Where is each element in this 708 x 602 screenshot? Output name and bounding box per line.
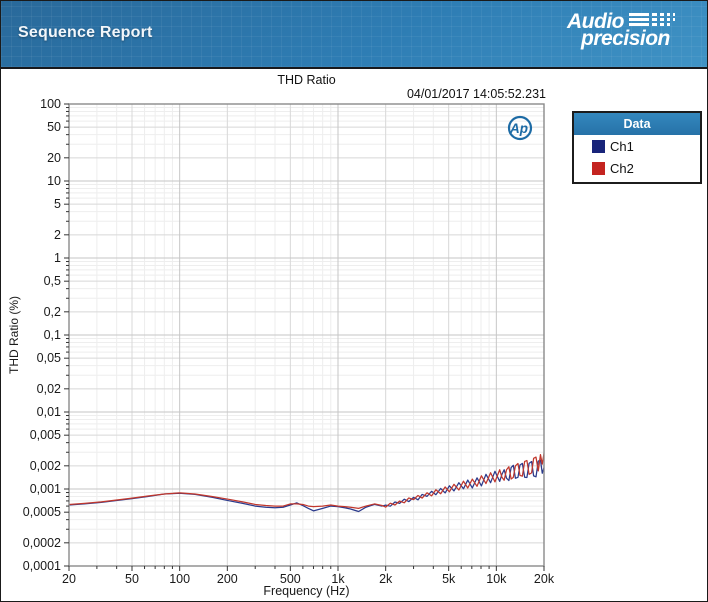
sequence-report-window: Sequence Report Audio precision 20 50 100 2… bbox=[0, 0, 708, 602]
ch1-color-swatch bbox=[592, 140, 605, 153]
legend-item-ch1[interactable]: Ch1 bbox=[574, 135, 700, 157]
y-tick-label: 0,0001 bbox=[23, 559, 61, 573]
y-tick-label: 0,1 bbox=[44, 328, 61, 342]
y-tick-label: 20 bbox=[47, 151, 61, 165]
y-tick-label: 5 bbox=[54, 197, 61, 211]
y-tick-label: 10 bbox=[47, 174, 61, 188]
y-tick-label: 0,0005 bbox=[23, 505, 61, 519]
legend-item-ch2[interactable]: Ch2 bbox=[574, 157, 700, 179]
chart-title: THD Ratio bbox=[69, 73, 544, 87]
legend-header: Data bbox=[574, 113, 700, 135]
y-tick-label: 0,5 bbox=[44, 274, 61, 288]
report-body: 20501002005001k2k5k10k20k1005020105210,5… bbox=[1, 71, 708, 602]
y-tick-label: 0,001 bbox=[30, 482, 61, 496]
report-title: Sequence Report bbox=[18, 24, 153, 42]
x-axis-title: Frequency (Hz) bbox=[69, 584, 544, 598]
y-tick-label: 1 bbox=[54, 251, 61, 265]
y-tick-label: 0,2 bbox=[44, 305, 61, 319]
ch2-label: Ch2 bbox=[610, 161, 634, 176]
legend-panel: Data Ch1 Ch2 bbox=[572, 111, 702, 184]
ch1-label: Ch1 bbox=[610, 139, 634, 154]
y-tick-label: 0,002 bbox=[30, 459, 61, 473]
y-tick-label: 0,005 bbox=[30, 428, 61, 442]
y-tick-label: 0,0002 bbox=[23, 536, 61, 550]
ap-logo-badge: Ap bbox=[504, 113, 534, 143]
y-tick-label: 100 bbox=[40, 97, 61, 111]
y-tick-label: 0,05 bbox=[37, 351, 61, 365]
y-tick-label: 0,01 bbox=[37, 405, 61, 419]
measurement-timestamp: 04/01/2017 14:05:52.231 bbox=[286, 87, 546, 101]
y-tick-label: 50 bbox=[47, 120, 61, 134]
audio-precision-logo: Audio precision bbox=[567, 11, 695, 59]
y-tick-label: 0,02 bbox=[37, 382, 61, 396]
ap-logo-text: Ap bbox=[509, 121, 528, 136]
brand-word-precision: precision bbox=[581, 28, 695, 49]
y-axis-title: THD Ratio (%) bbox=[7, 275, 21, 395]
y-tick-label: 2 bbox=[54, 228, 61, 242]
report-header: Sequence Report Audio precision bbox=[1, 1, 707, 69]
ch2-color-swatch bbox=[592, 162, 605, 175]
